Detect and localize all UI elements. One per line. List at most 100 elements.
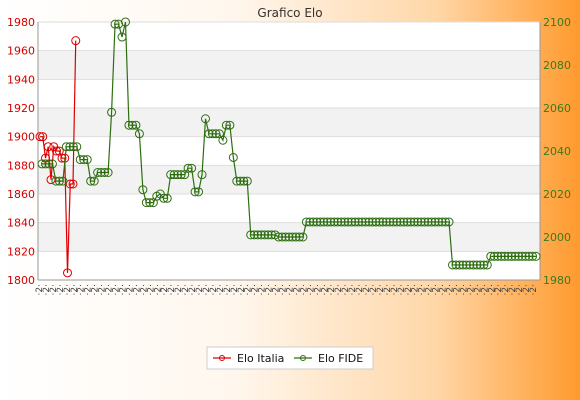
data-point-elo-fide bbox=[347, 217, 357, 227]
data-point-elo-fide bbox=[249, 230, 259, 240]
left-tick-label: 1840 bbox=[7, 217, 35, 230]
data-point-elo-fide bbox=[329, 217, 339, 227]
data-point-elo-fide bbox=[454, 260, 464, 270]
x-tick-mark: ·2· bbox=[529, 284, 539, 295]
x-tick-mark: ·2· bbox=[223, 284, 233, 295]
legend-box bbox=[206, 346, 374, 370]
data-point-elo-fide bbox=[131, 120, 141, 130]
right-tick-label: 2060 bbox=[543, 102, 571, 115]
data-point-elo-fide bbox=[350, 217, 360, 227]
data-point-elo-fide bbox=[201, 114, 211, 124]
data-point-elo-fide bbox=[194, 187, 204, 197]
data-point-elo-fide bbox=[40, 159, 50, 169]
data-point-elo-fide bbox=[82, 155, 92, 165]
plot-band bbox=[38, 22, 540, 51]
data-point-elo-fide bbox=[500, 251, 510, 261]
chart-title: Grafico Elo bbox=[257, 6, 322, 20]
right-tick-label: 2000 bbox=[543, 231, 571, 244]
series-line-elo-italia bbox=[40, 40, 77, 273]
data-point-elo-fide bbox=[239, 176, 249, 186]
x-tick-mark: ·2· bbox=[77, 284, 87, 295]
data-point-elo-fide bbox=[51, 176, 61, 186]
data-point-elo-fide bbox=[409, 217, 419, 227]
left-tick-label: 1980 bbox=[7, 16, 35, 29]
data-point-elo-fide bbox=[514, 251, 524, 261]
data-point-elo-fide bbox=[489, 251, 499, 261]
data-point-elo-fide bbox=[388, 217, 398, 227]
data-point-elo-fide bbox=[117, 32, 127, 42]
data-point-elo-fide bbox=[79, 155, 89, 165]
x-tick-mark: ·2· bbox=[63, 284, 73, 295]
data-point-elo-fide bbox=[517, 251, 527, 261]
left-tick-label: 1800 bbox=[7, 274, 35, 287]
x-tick-mark: ·2· bbox=[118, 284, 128, 295]
left-tick-label: 1880 bbox=[7, 159, 35, 172]
data-point-elo-fide bbox=[458, 260, 468, 270]
data-point-elo-fide bbox=[472, 260, 482, 270]
x-tick-mark: ·2· bbox=[279, 284, 289, 295]
data-point-elo-fide bbox=[451, 260, 461, 270]
data-point-elo-fide bbox=[256, 230, 266, 240]
data-point-elo-fide bbox=[183, 163, 193, 173]
x-tick-mark: ·2· bbox=[125, 284, 135, 295]
data-point-elo-fide bbox=[413, 217, 423, 227]
x-tick-mark: ·2· bbox=[251, 284, 261, 295]
x-tick-mark: ·2· bbox=[216, 284, 226, 295]
data-point-elo-fide bbox=[162, 193, 172, 203]
x-tick-mark: ·2· bbox=[49, 284, 59, 295]
data-point-elo-fide bbox=[312, 217, 322, 227]
data-point-elo-fide bbox=[361, 217, 371, 227]
data-point-elo-fide bbox=[134, 129, 144, 139]
data-point-elo-italia bbox=[46, 175, 56, 185]
data-point-elo-fide bbox=[127, 120, 137, 130]
data-point-elo-fide bbox=[218, 135, 228, 145]
x-tick-mark: ·2· bbox=[139, 284, 149, 295]
data-point-elo-fide bbox=[120, 17, 130, 27]
data-point-elo-fide bbox=[427, 217, 437, 227]
data-point-elo-fide bbox=[493, 251, 503, 261]
x-tick-mark: ·2· bbox=[112, 284, 122, 295]
data-point-elo-italia bbox=[68, 179, 78, 189]
x-tick-mark: ·2· bbox=[466, 284, 476, 295]
x-tick-mark: ·2· bbox=[390, 284, 400, 295]
data-point-elo-fide bbox=[461, 260, 471, 270]
x-tick-mark: ·2· bbox=[272, 284, 282, 295]
data-point-elo-fide bbox=[343, 217, 353, 227]
data-point-elo-fide bbox=[378, 217, 388, 227]
plot-band bbox=[38, 108, 540, 137]
x-tick-mark: ·2· bbox=[383, 284, 393, 295]
data-point-elo-fide bbox=[235, 176, 245, 186]
data-point-elo-fide bbox=[486, 251, 496, 261]
data-point-elo-fide bbox=[301, 217, 311, 227]
data-point-elo-fide bbox=[503, 251, 513, 261]
data-point-elo-fide bbox=[176, 170, 186, 180]
data-point-elo-fide bbox=[190, 187, 200, 197]
x-tick-mark: ·2· bbox=[369, 284, 379, 295]
x-tick-mark: ·2· bbox=[320, 284, 330, 295]
x-tick-mark: ·2· bbox=[70, 284, 80, 295]
x-tick-mark: ·2· bbox=[188, 284, 198, 295]
data-point-elo-fide bbox=[448, 260, 458, 270]
x-tick-mark: ·2· bbox=[195, 284, 205, 295]
data-point-elo-fide bbox=[100, 168, 110, 177]
x-tick-mark: ·2· bbox=[418, 284, 428, 295]
data-point-elo-fide bbox=[371, 217, 381, 227]
data-point-elo-fide bbox=[187, 163, 197, 173]
data-point-elo-fide bbox=[437, 217, 447, 227]
x-tick-mark: ·2· bbox=[362, 284, 372, 295]
data-point-elo-fide bbox=[253, 230, 263, 240]
data-point-elo-fide bbox=[44, 159, 54, 169]
x-tick-mark: ·2· bbox=[334, 284, 344, 295]
x-tick-mark: ·2· bbox=[459, 284, 469, 295]
data-point-elo-fide bbox=[315, 217, 325, 227]
x-tick-mark: ·2· bbox=[174, 284, 184, 295]
x-tick-mark: ·2· bbox=[230, 284, 240, 295]
data-point-elo-fide bbox=[416, 217, 426, 227]
data-point-elo-italia bbox=[57, 153, 67, 163]
x-tick-mark: ·2· bbox=[508, 284, 518, 295]
data-point-elo-fide bbox=[58, 176, 68, 186]
x-tick-mark: ·2· bbox=[244, 284, 254, 295]
data-point-elo-fide bbox=[367, 217, 377, 227]
data-point-elo-italia bbox=[52, 146, 61, 156]
